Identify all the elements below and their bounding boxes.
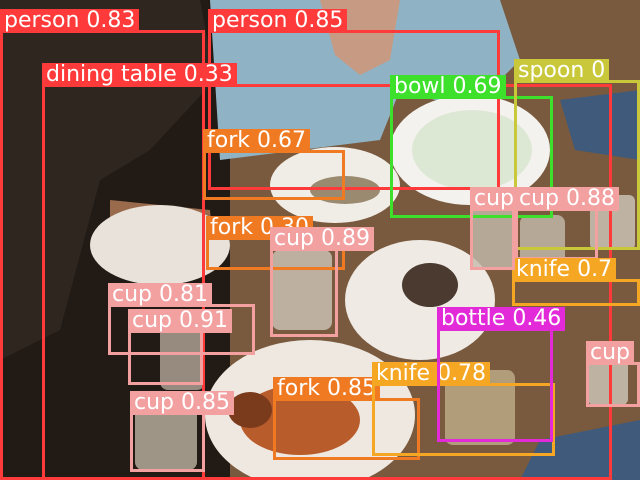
detection-label: fork 0.85 xyxy=(273,377,380,401)
detection-box: cup xyxy=(470,187,519,270)
detection-box: bottle 0.46 xyxy=(437,307,566,442)
detection-box: fork 0.85 xyxy=(273,377,420,460)
detection-label: spoon 0 xyxy=(514,59,610,83)
detection-label: bottle 0.46 xyxy=(437,307,566,331)
detection-label: knife 0.78 xyxy=(372,362,491,386)
detection-label: person 0.83 xyxy=(0,9,140,33)
detection-box: cup xyxy=(586,341,640,407)
detection-label: cup 0.81 xyxy=(108,283,212,307)
detection-box: cup 0.88 xyxy=(515,187,619,260)
detection-box: spoon 0 xyxy=(514,59,640,250)
detection-box: dining table 0.33 xyxy=(42,63,612,480)
detection-box: fork 0.67 xyxy=(203,129,345,200)
detection-label: cup xyxy=(470,187,519,211)
detection-label: cup xyxy=(586,341,635,365)
detection-box: knife 0.7 xyxy=(512,258,640,306)
detection-label: person 0.85 xyxy=(208,9,348,33)
detection-box: cup 0.91 xyxy=(128,309,232,385)
detection-label: fork 0.67 xyxy=(203,129,310,153)
detection-box: person 0.85 xyxy=(208,9,500,190)
detection-box: bowl 0.69 xyxy=(390,75,553,218)
detection-label: cup 0.85 xyxy=(130,391,234,415)
detection-label: cup 0.89 xyxy=(270,227,374,251)
detection-label: cup 0.91 xyxy=(128,309,232,333)
detection-label: cup 0.88 xyxy=(515,187,619,211)
detection-label: dining table 0.33 xyxy=(42,63,237,87)
detection-label: knife 0.7 xyxy=(512,258,617,282)
detection-box: knife 0.78 xyxy=(372,362,555,456)
detection-label: bowl 0.69 xyxy=(390,75,506,99)
detection-box: cup 0.85 xyxy=(130,391,234,472)
detection-box: cup 0.89 xyxy=(270,227,374,337)
detection-box: cup 0.81 xyxy=(108,283,255,355)
